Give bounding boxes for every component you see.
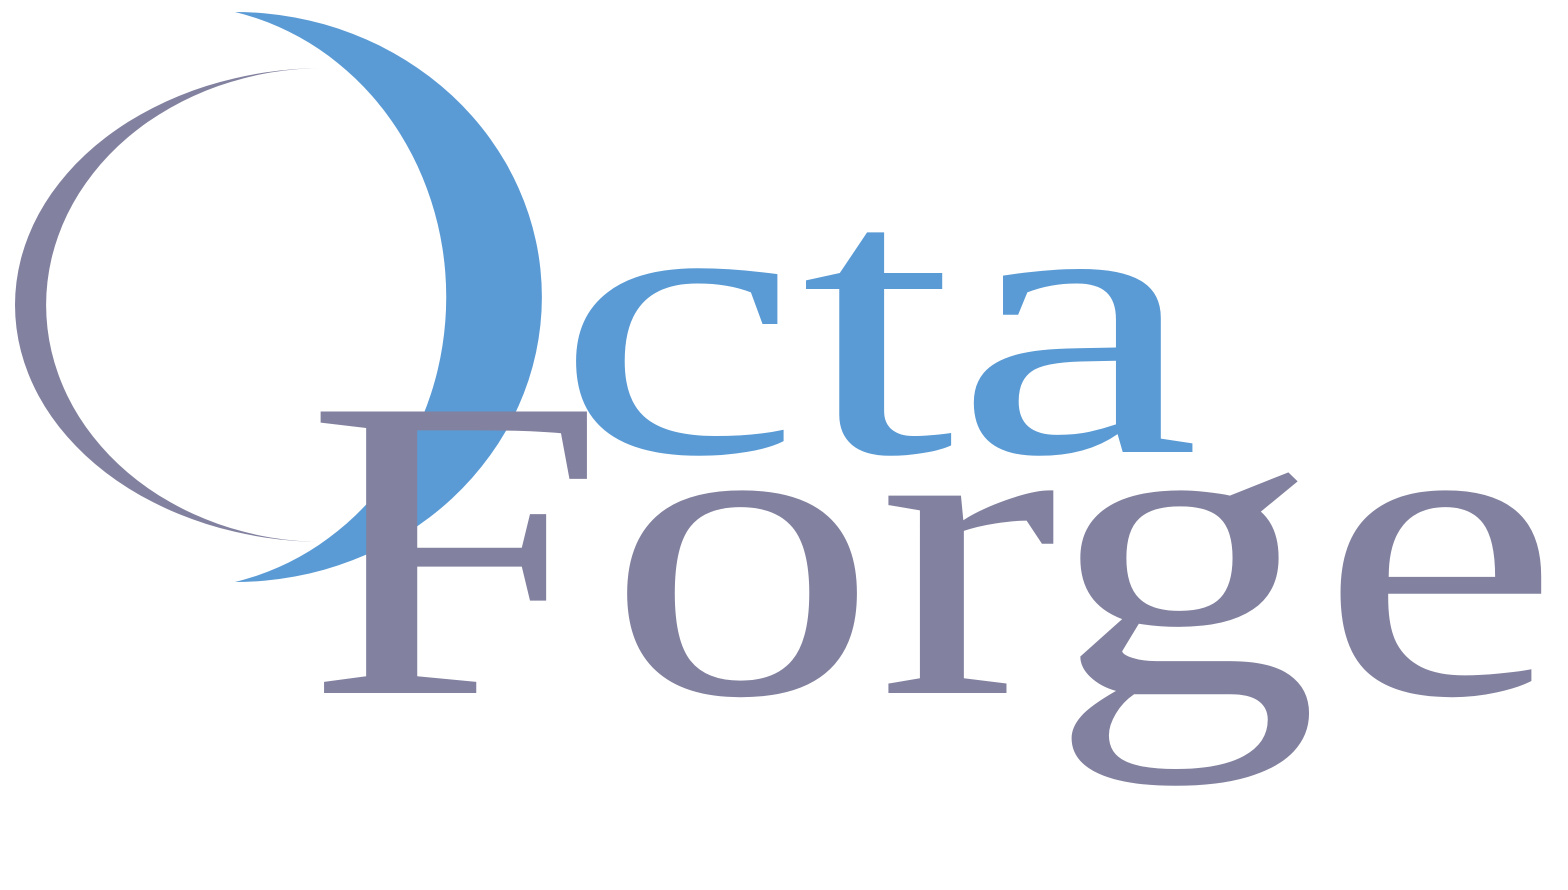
- o-crescent-gray: [15, 68, 325, 542]
- bottom-word: Forge: [305, 311, 1560, 787]
- top-word: cta: [555, 105, 1200, 537]
- o-crescent-blue: [235, 12, 542, 582]
